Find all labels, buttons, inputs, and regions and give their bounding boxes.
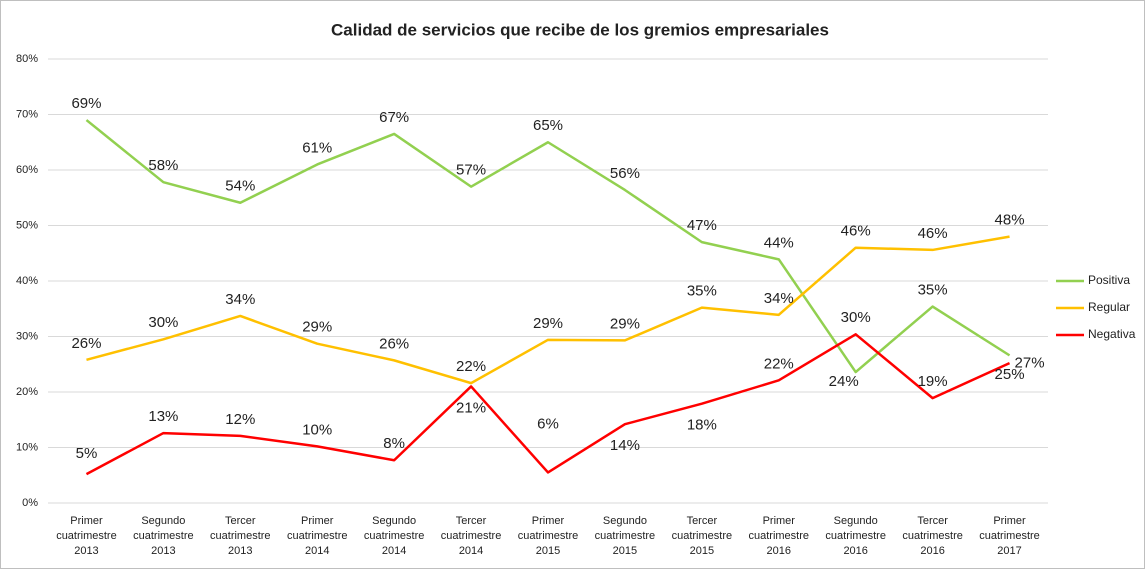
chart-title: Calidad de servicios que recibe de los g… — [331, 20, 829, 39]
data-label: 34% — [764, 290, 794, 307]
data-label: 58% — [148, 157, 178, 174]
data-label: 69% — [71, 95, 101, 112]
data-label: 35% — [687, 283, 717, 300]
legend-label: Regular — [1088, 300, 1130, 314]
data-label: 67% — [379, 109, 409, 126]
series-line — [85, 333, 1011, 476]
y-tick-label: 40% — [16, 275, 38, 287]
data-label: 19% — [918, 373, 948, 390]
data-label: 29% — [533, 315, 563, 332]
x-tick-label: Primer cuatrimestre 2017 — [979, 515, 1040, 557]
data-label: 30% — [148, 314, 178, 331]
x-tick-label: Segundo cuatrimestre 2014 — [363, 515, 425, 557]
y-tick-label: 20% — [16, 386, 38, 398]
data-label: 34% — [225, 291, 255, 308]
legend-label: Positiva — [1088, 273, 1130, 287]
data-label: 46% — [841, 223, 871, 240]
x-tick-label: Segundo cuatrimestre 2015 — [594, 515, 656, 557]
data-label: 44% — [764, 234, 794, 251]
x-tick-label: Tercer cuatrimestre 2014 — [440, 515, 502, 557]
data-label: 46% — [918, 225, 948, 242]
data-label: 14% — [610, 437, 640, 454]
data-label: 65% — [533, 117, 563, 134]
data-label: 8% — [383, 435, 405, 452]
data-label: 5% — [76, 445, 98, 462]
y-tick-label: 80% — [16, 53, 38, 65]
data-label: 47% — [687, 217, 717, 234]
y-tick-label: 50% — [16, 219, 38, 231]
data-label: 10% — [302, 421, 332, 438]
x-tick-label: Primer cuatrimestre 2016 — [748, 515, 810, 557]
data-label: 18% — [687, 417, 717, 434]
data-label: 25% — [995, 366, 1025, 383]
data-label: 13% — [148, 408, 178, 425]
y-tick-label: 70% — [16, 108, 38, 120]
data-label: 35% — [918, 281, 948, 298]
data-label: 30% — [841, 309, 871, 326]
data-label: 54% — [225, 178, 255, 195]
y-tick-label: 60% — [16, 164, 38, 176]
x-tick-label: Primer cuatrimestre 2013 — [56, 515, 117, 557]
x-tick-label: Segundo cuatrimestre 2016 — [825, 515, 886, 557]
data-label: 24% — [829, 373, 859, 390]
data-label: 22% — [456, 358, 486, 375]
y-tick-label: 10% — [16, 441, 38, 453]
series-line — [85, 119, 1011, 374]
data-label: 21% — [456, 399, 486, 416]
data-label: 12% — [225, 411, 255, 428]
data-label: 27% — [1015, 354, 1045, 371]
data-label: 6% — [537, 415, 559, 432]
data-label: 29% — [302, 319, 332, 336]
data-label: 22% — [764, 355, 794, 372]
x-tick-label: Primer cuatrimestre 2015 — [517, 515, 579, 557]
y-tick-label: 30% — [16, 330, 38, 342]
data-label: 56% — [610, 165, 640, 182]
x-tick-label: Tercer cuatrimestre 2016 — [902, 515, 963, 557]
data-label: 26% — [71, 335, 101, 352]
x-tick-label: Segundo cuatrimestre 2013 — [133, 515, 194, 557]
data-label: 48% — [995, 212, 1025, 229]
x-tick-label: Tercer cuatrimestre 2015 — [671, 515, 733, 557]
x-tick-label: Primer cuatrimestre 2014 — [286, 515, 348, 557]
legend-label: Negativa — [1088, 327, 1136, 341]
x-tick-label: Tercer cuatrimestre 2013 — [210, 515, 271, 557]
data-label: 57% — [456, 162, 486, 179]
data-label: 26% — [379, 335, 409, 352]
data-label: 29% — [610, 315, 640, 332]
series-line — [86, 235, 1010, 385]
y-tick-label: 0% — [22, 497, 38, 509]
data-label: 61% — [302, 139, 332, 156]
